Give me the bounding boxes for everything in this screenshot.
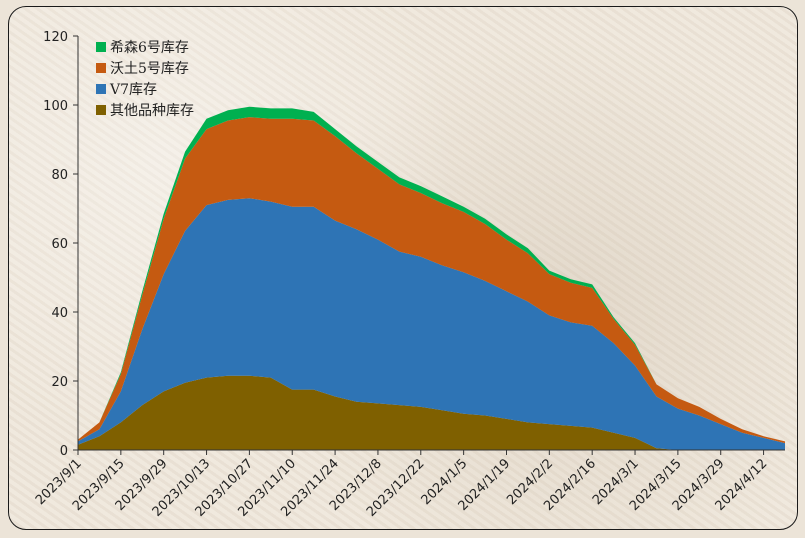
y-tick-label: 100 [43, 99, 68, 114]
legend-swatch [96, 105, 106, 115]
area-series-2 [78, 117, 785, 444]
y-tick-label: 60 [51, 237, 68, 252]
legend-swatch [96, 63, 106, 73]
y-tick-label: 40 [51, 306, 68, 321]
legend-swatch [96, 42, 106, 52]
y-tick-label: 120 [43, 30, 68, 45]
y-tick-label: 0 [60, 444, 68, 459]
y-tick-label: 80 [51, 168, 68, 183]
area-series-1 [78, 198, 785, 450]
legend-label: 沃土5号库存 [110, 61, 189, 77]
legend-label: 希森6号库存 [110, 40, 189, 56]
legend-label: V7库存 [109, 82, 157, 98]
area-series-0 [78, 375, 785, 450]
legend-swatch [96, 84, 106, 94]
area-series-group [78, 106, 785, 450]
y-tick-label: 20 [51, 375, 68, 390]
legend-label: 其他品种库存 [110, 103, 194, 119]
